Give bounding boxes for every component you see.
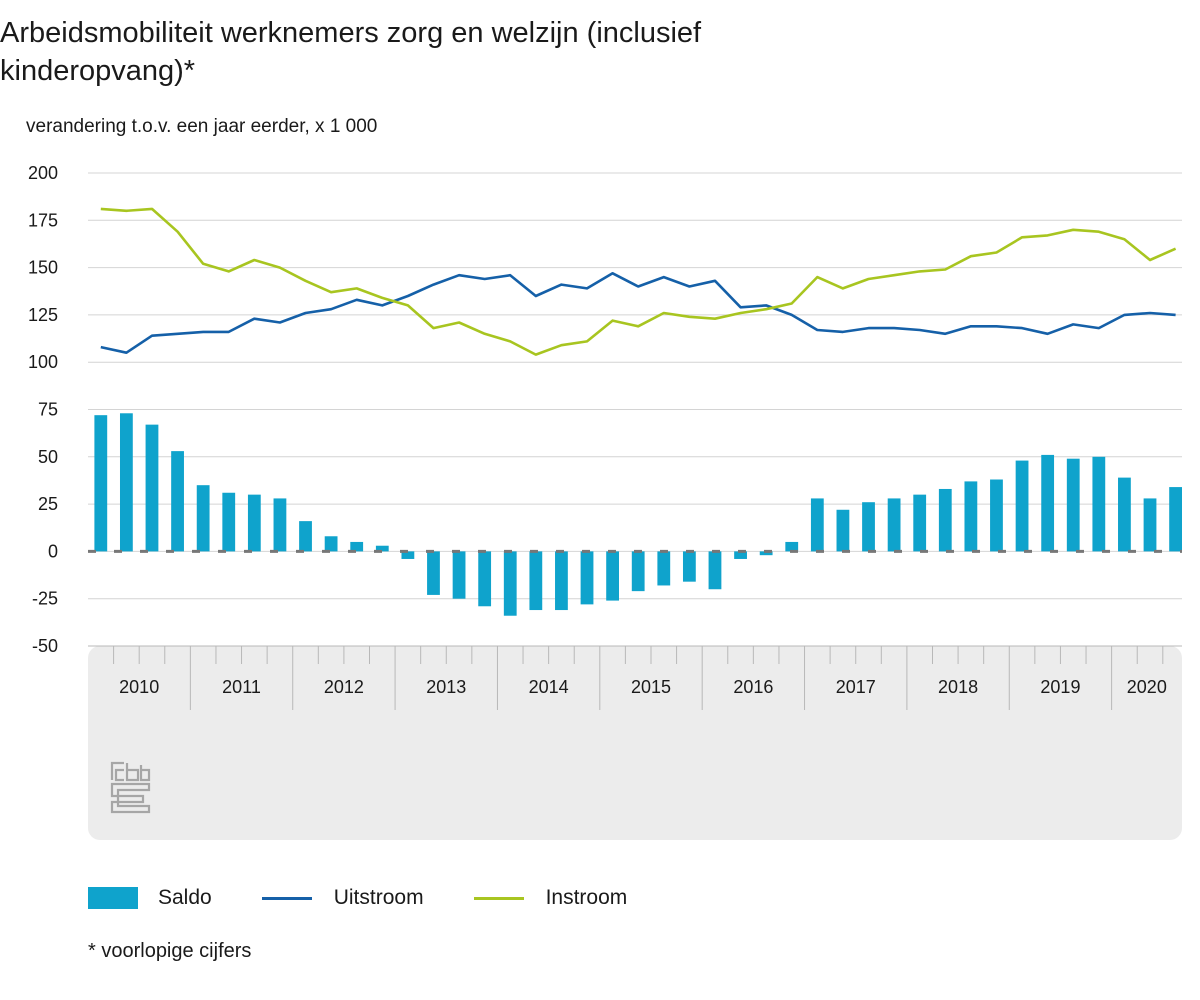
x-tick-label: 2010: [119, 677, 159, 697]
saldo-bar: [1041, 454, 1055, 552]
y-tick-label: 200: [28, 163, 58, 183]
saldo-bar: [119, 413, 133, 552]
saldo-bar: [836, 509, 850, 552]
saldo-bar: [452, 551, 466, 599]
instroom-line: [100, 207, 1177, 356]
saldo-bar: [862, 502, 875, 552]
saldo-bar: [887, 498, 901, 552]
saldo-bar: [222, 492, 236, 552]
x-tick-label: 2016: [733, 677, 773, 697]
y-tick-label: -50: [32, 636, 58, 656]
saldo-bar: [145, 424, 159, 552]
chart-subtitle: verandering t.o.v. een jaar eerder, x 1 …: [26, 116, 378, 137]
saldo-bar: [785, 541, 799, 552]
cbs-logo-icon: [110, 761, 151, 814]
saldo-bar: [401, 551, 415, 559]
saldo-bar: [324, 536, 338, 552]
y-tick-label: 50: [38, 447, 58, 467]
saldo-bar: [375, 545, 389, 552]
x-tick-label: 2013: [426, 677, 466, 697]
saldo-bar: [1092, 456, 1106, 552]
legend: Saldo Uitstroom Instroom: [88, 886, 677, 910]
x-tick-label: 2012: [324, 677, 364, 697]
x-tick-label: 2018: [938, 677, 978, 697]
saldo-bar: [171, 451, 184, 552]
saldo-bar: [478, 551, 492, 607]
y-axis: 200 175 150 125 100 75 50 25 0 -25 -50: [28, 163, 58, 656]
y-tick-label: 0: [48, 541, 58, 561]
saldo-bar: [990, 479, 1003, 552]
footnote: * voorlopige cijfers: [88, 940, 252, 962]
saldo-bar: [759, 551, 773, 556]
saldo-bar: [938, 488, 952, 552]
saldo-bar: [1015, 460, 1029, 552]
uitstroom-line: [100, 272, 1176, 354]
legend-item-instroom: Instroom: [473, 886, 628, 910]
saldo-bar: [682, 551, 696, 582]
x-axis-panel: [88, 646, 1182, 840]
saldo-bar: [606, 551, 620, 601]
legend-label-instroom: Instroom: [545, 886, 628, 909]
y-tick-label: 175: [28, 210, 58, 230]
saldo-bar: [734, 551, 747, 559]
saldo-bar: [580, 551, 594, 605]
x-tick-label: 2017: [836, 677, 876, 697]
saldo-bar: [299, 521, 312, 552]
saldo-bar: [964, 481, 978, 552]
saldo-bars: [94, 413, 1182, 616]
legend-item-uitstroom: Uitstroom: [261, 886, 424, 910]
legend-swatch-uitstroom: [261, 896, 312, 900]
legend-swatch-saldo: [88, 887, 138, 909]
x-tick-label: 2019: [1040, 677, 1080, 697]
y-tick-label: -25: [32, 589, 58, 609]
legend-swatch-instroom: [473, 896, 524, 900]
saldo-bar: [503, 551, 517, 616]
saldo-bar: [1066, 458, 1080, 552]
saldo-bar: [708, 551, 722, 590]
saldo-bar: [1143, 498, 1157, 552]
x-tick-label: 2011: [222, 677, 261, 697]
x-tick-label: 2015: [631, 677, 671, 697]
legend-label-uitstroom: Uitstroom: [333, 886, 424, 909]
saldo-bar: [529, 551, 543, 611]
saldo-bar: [350, 541, 364, 552]
saldo-bar: [631, 551, 645, 592]
y-tick-label: 125: [28, 305, 58, 325]
series-lines: [100, 207, 1177, 356]
saldo-bar: [196, 485, 210, 552]
saldo-bar: [657, 551, 671, 586]
x-tick-label: 2014: [529, 677, 569, 697]
saldo-bar: [1118, 477, 1131, 552]
y-tick-label: 25: [38, 494, 58, 514]
saldo-bar: [247, 494, 261, 552]
saldo-bar: [810, 498, 824, 552]
saldo-bar: [94, 415, 108, 552]
legend-item-saldo: Saldo: [88, 886, 212, 910]
saldo-bar: [555, 551, 568, 611]
saldo-bar: [427, 551, 440, 595]
x-tick-label: 2020: [1127, 677, 1167, 697]
saldo-bar: [273, 498, 287, 552]
saldo-bar: [1169, 487, 1182, 552]
saldo-bar: [913, 494, 927, 552]
y-tick-label: 75: [38, 400, 58, 420]
y-tick-label: 150: [28, 258, 58, 278]
x-axis: 2010 2011 2012 2013 2014 2015 2016 2017 2018 2019…: [113, 646, 1167, 710]
legend-label-saldo: Saldo: [158, 886, 212, 909]
y-tick-label: 100: [28, 352, 58, 372]
chart-title: Arbeidsmobiliteit werknemers zorg en wel…: [0, 17, 702, 87]
